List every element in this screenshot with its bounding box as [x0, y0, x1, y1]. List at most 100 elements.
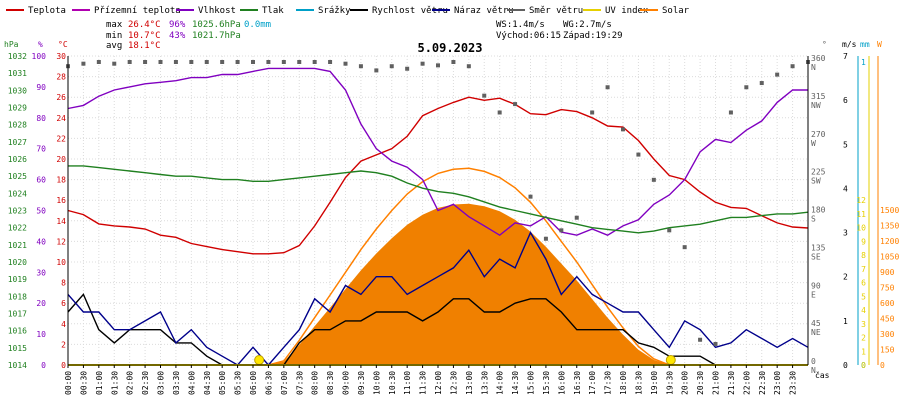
wind-dir-point [713, 341, 718, 346]
wind-dir-point [497, 110, 502, 115]
tick-wind-dir: 180 [811, 206, 826, 215]
x-tick-label: 16:00 [557, 371, 566, 395]
wind-dir-point [744, 85, 749, 90]
tick-humidity: 50 [36, 207, 46, 216]
unit-hpa: hPa [4, 40, 19, 49]
wind-dir-point [281, 60, 286, 64]
tick-uv: 11 [856, 210, 866, 219]
tick-pressure: 1025 [8, 172, 27, 181]
x-tick-label: 22:30 [758, 371, 767, 395]
series-rychlost-vetru [67, 293, 808, 366]
unit-mm: mm [860, 40, 870, 49]
x-tick-label: 22:00 [742, 371, 751, 395]
sunrise-marker-icon [254, 355, 265, 365]
legend-label: Solar [662, 6, 690, 16]
tick-solar: 1050 [880, 253, 899, 262]
unit-cas: čas [815, 370, 830, 380]
tick-pressure: 1019 [8, 275, 27, 284]
x-tick-label: 18:00 [619, 371, 628, 395]
tick-wind-dir-label: S [811, 215, 816, 224]
x-tick-label: 14:00 [496, 371, 505, 395]
wind-dir-point [251, 60, 255, 64]
stat-avg-temp: 18.1°C [128, 41, 161, 51]
legend-label: Vlhkost [198, 6, 236, 16]
tick-uv: 1 [861, 347, 866, 356]
wind-dir-point [574, 215, 579, 220]
tick-wind-speed: 4 [843, 184, 848, 193]
x-tick-label: 19:00 [650, 371, 659, 395]
tick-wind-dir: 0 [811, 357, 816, 366]
wind-dir-point [343, 61, 348, 66]
tick-temperature: 4 [61, 320, 66, 329]
x-tick-label: 04:00 [187, 371, 196, 395]
wind-dir-point [189, 60, 194, 64]
stat-min-press: 1021.7hPa [192, 31, 241, 41]
tick-wind-dir-label: SW [811, 177, 821, 186]
tick-pressure: 1015 [8, 344, 27, 353]
tick-solar: 900 [880, 268, 895, 277]
tick-temperature: 6 [61, 299, 66, 308]
unit-w: W [877, 40, 882, 49]
wind-dir-point [297, 60, 302, 64]
tick-wind-dir: 270 [811, 130, 826, 139]
x-tick-label: 20:00 [681, 371, 690, 395]
wind-dir-point [220, 60, 225, 64]
tick-temperature: 2 [61, 340, 66, 349]
tick-temperature: 20 [56, 155, 66, 164]
x-tick-label: 05:30 [234, 371, 243, 395]
x-tick-label: 23:00 [773, 371, 782, 395]
tick-humidity: 100 [32, 52, 47, 61]
axes: 1014101510161017101810191020102110221023… [8, 52, 900, 375]
tick-uv: 9 [861, 237, 866, 246]
legend-label: UV index [605, 6, 649, 16]
tick-wind-dir: 45 [811, 319, 821, 328]
tick-pressure: 1032 [8, 52, 27, 61]
wind-dir-point [158, 60, 163, 64]
x-tick-label: 06:00 [249, 371, 258, 395]
x-tick-label: 17:00 [588, 371, 597, 395]
wind-dir-point [173, 60, 178, 64]
x-tick-label: 20:30 [696, 371, 705, 395]
wind-speed-avg: WS:1.4m/s [496, 20, 545, 30]
x-tick-label: 15:00 [527, 371, 536, 395]
tick-wind-dir-label: NE [811, 328, 821, 337]
tick-temperature: 12 [56, 237, 66, 246]
tick-solar: 150 [880, 346, 895, 355]
series-vlhkost [67, 67, 808, 237]
sunset-time: Západ:19:29 [563, 31, 623, 41]
tick-solar: 300 [880, 330, 895, 339]
tick-wind-speed: 7 [843, 52, 848, 61]
tick-wind-dir-label: E [811, 290, 816, 299]
x-tick-label: 14:30 [511, 371, 520, 395]
x-tick-label: 05:00 [218, 371, 227, 395]
tick-rain: 0 [861, 361, 866, 370]
tick-wind-dir-label: N [811, 366, 816, 375]
x-tick-label: 08:00 [311, 371, 320, 395]
wind-dir-point [482, 93, 487, 98]
x-tick-label: 19:30 [665, 371, 674, 395]
x-tick-label: 07:30 [295, 371, 304, 395]
wind-dir-point [728, 110, 733, 115]
tick-uv: 7 [861, 265, 866, 274]
sunset-marker-icon [665, 355, 676, 365]
tick-pressure: 1028 [8, 121, 27, 130]
x-tick-label: 07:00 [280, 371, 289, 395]
x-tick-label: 02:30 [141, 371, 150, 395]
x-tick-label: 16:30 [573, 371, 582, 395]
x-axis-ticks: 00:00 00:30 01:00 01:30 02:00 02:30 03:00 03:30… [64, 365, 798, 395]
x-tick-label: 10:00 [372, 371, 381, 395]
x-tick-label: 12:30 [449, 371, 458, 395]
unit-pct: % [38, 40, 43, 49]
tick-pressure: 1021 [8, 241, 27, 250]
series-naraz-vetru [67, 231, 809, 367]
tick-uv: 0 [861, 361, 866, 370]
wind-dir-point [389, 64, 394, 69]
stat-max-label: max [106, 20, 123, 30]
wind-dir-point [698, 337, 703, 342]
tick-humidity: 70 [36, 145, 46, 154]
tick-uv: 2 [861, 334, 866, 343]
tick-uv: 3 [861, 320, 866, 329]
wind-dir-point [636, 152, 641, 157]
x-tick-label: 09:00 [342, 371, 351, 395]
